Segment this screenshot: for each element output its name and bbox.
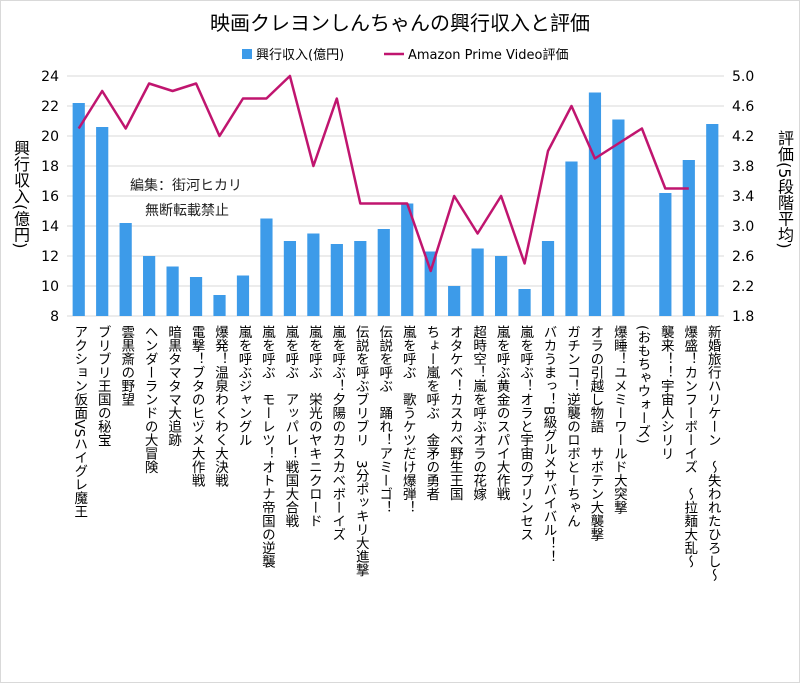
bar bbox=[706, 124, 719, 316]
bar bbox=[189, 277, 203, 316]
bar bbox=[143, 256, 156, 316]
bar bbox=[682, 160, 695, 316]
right-tick-label: 2.6 bbox=[732, 249, 754, 265]
bar bbox=[213, 295, 226, 316]
x-tick-label: 伝説を呼ぶ 踊れ！アミーゴ！ bbox=[376, 325, 393, 514]
x-tick-label: バカうまっ！B級グルメサバイバル！！ bbox=[540, 325, 557, 564]
bar bbox=[307, 233, 320, 316]
bar bbox=[401, 203, 414, 316]
x-tick-label: 襲来！！宇宙人シリリ bbox=[657, 325, 674, 460]
x-tick-label: 嵐を呼ぶ モーレツ！オトナ帝国の逆襲 bbox=[258, 325, 275, 568]
right-axis-ticks: 1.8 2.2 2.6 3.0 3.4 3.8 4.2 4.6 5.0 bbox=[732, 69, 754, 325]
x-tick-label: 新婚旅行ハリケーン ～失われたひろし～ bbox=[704, 325, 721, 582]
right-tick-label: 3.8 bbox=[732, 159, 754, 175]
bar bbox=[166, 266, 179, 316]
x-tick-label: 嵐を呼ぶ！オラと宇宙のプリンセス bbox=[517, 325, 534, 541]
x-tick-label: 嵐を呼ぶ黄金のスパイ大作戦 bbox=[493, 325, 510, 501]
x-tick-label: ガチンコ！逆襲のロボとーちゃん bbox=[564, 325, 580, 528]
left-axis-ticks: 8 10 12 14 16 18 20 22 24 bbox=[41, 69, 59, 325]
bar bbox=[377, 229, 390, 316]
x-tick-label: 爆発！温泉わくわく大決戦 bbox=[212, 325, 228, 487]
x-tick-label: 嵐を呼ぶ 歌うケツだけ爆弾！ bbox=[399, 325, 416, 514]
bar bbox=[494, 256, 508, 316]
right-tick-label: 2.2 bbox=[732, 279, 754, 295]
left-tick-label: 18 bbox=[41, 159, 59, 175]
bar bbox=[72, 103, 85, 316]
left-tick-label: 12 bbox=[41, 249, 59, 265]
legend-bar-label: 興行収入(億円) bbox=[256, 47, 344, 63]
x-tick-label: 伝説を呼ぶブリブリ 3分ポッキリ大進撃 bbox=[352, 325, 369, 577]
bar bbox=[236, 275, 250, 316]
bar bbox=[659, 193, 672, 316]
bar bbox=[354, 241, 367, 316]
x-tick-label: オラの引越し物語 サボテン大襲撃 bbox=[587, 325, 604, 541]
bar bbox=[424, 251, 437, 316]
left-tick-label: 20 bbox=[41, 129, 59, 145]
right-tick-label: 4.6 bbox=[732, 99, 754, 115]
gridlines bbox=[67, 75, 724, 317]
x-tick-label: ちょー嵐を呼ぶ 金矛の勇者 bbox=[423, 325, 440, 501]
x-tick-label: 嵐を呼ぶ アッパレ！戦国大合戦 bbox=[282, 325, 299, 528]
x-tick-label: オタケベ！カスカベ野生王国 bbox=[446, 325, 463, 501]
left-tick-label: 8 bbox=[50, 309, 59, 325]
bar bbox=[588, 92, 602, 316]
bar bbox=[565, 161, 578, 316]
chart-title: 映画クレヨンしんちゃんの興行収入と評価 bbox=[210, 11, 590, 35]
x-tick-label: 超時空！嵐を呼ぶオラの花嫁 bbox=[470, 325, 487, 501]
bar bbox=[448, 286, 461, 316]
bar-series bbox=[72, 92, 719, 316]
bar bbox=[518, 289, 531, 316]
bar bbox=[330, 244, 343, 316]
legend-bar-swatch bbox=[242, 49, 252, 59]
left-tick-label: 14 bbox=[41, 219, 59, 235]
x-tick-label: アクション仮面VSハイグレ魔王 bbox=[71, 325, 88, 519]
bar bbox=[119, 223, 132, 316]
x-tick-label: 爆盛！カンフーボーイズ ～拉麺大乱～ bbox=[681, 325, 698, 568]
x-tick-label: ヘンダーランドの大冒険 bbox=[141, 325, 158, 474]
right-tick-label: 3.0 bbox=[732, 219, 754, 235]
x-tick-label: 嵐を呼ぶジャングル bbox=[235, 325, 252, 447]
x-tick-label: 嵐を呼ぶ 栄光のヤキニクロード bbox=[305, 325, 322, 528]
left-tick-label: 10 bbox=[41, 279, 59, 295]
bar bbox=[96, 127, 109, 316]
bar bbox=[541, 241, 555, 316]
left-tick-label: 24 bbox=[41, 69, 59, 85]
left-tick-label: 16 bbox=[41, 189, 59, 205]
x-tick-label: (おもちゃウォーズ) bbox=[634, 325, 651, 444]
annotation-no-reprint: 無断転載禁止 bbox=[145, 203, 229, 219]
rating-line bbox=[77, 74, 689, 273]
bar bbox=[260, 218, 273, 316]
right-tick-label: 4.2 bbox=[732, 129, 754, 145]
legend-line-label: Amazon Prime Video評価 bbox=[408, 48, 568, 63]
legend: 興行収入(億円) Amazon Prime Video評価 bbox=[242, 47, 568, 63]
x-tick-label: 爆睡！ユメミーワールド大突撃 bbox=[610, 325, 627, 514]
x-tick-label: 嵐を呼ぶ！夕陽のカスカベボーイズ bbox=[329, 325, 346, 541]
bar bbox=[471, 248, 484, 316]
right-tick-label: 3.4 bbox=[732, 189, 754, 205]
right-tick-label: 5.0 bbox=[732, 69, 754, 85]
x-tick-label: 電撃！ブタのヒヅメ大作戦 bbox=[188, 325, 205, 487]
bar bbox=[612, 119, 625, 316]
left-tick-label: 22 bbox=[41, 99, 59, 115]
line-series bbox=[77, 74, 689, 273]
right-tick-label: 1.8 bbox=[732, 309, 754, 325]
bar bbox=[283, 241, 297, 316]
left-axis-title: 興行収入(億円) bbox=[11, 140, 30, 249]
x-tick-label: 暗黒タマタマ大追跡 bbox=[165, 325, 182, 447]
x-tick-label: 雲黒斎の野望 bbox=[118, 325, 135, 406]
right-axis-title: 評価(5段階平均) bbox=[775, 130, 794, 249]
annotation-editor: 編集：街河ヒカリ bbox=[130, 178, 242, 194]
x-tick-label: ブリブリ王国の秘宝 bbox=[94, 325, 111, 447]
